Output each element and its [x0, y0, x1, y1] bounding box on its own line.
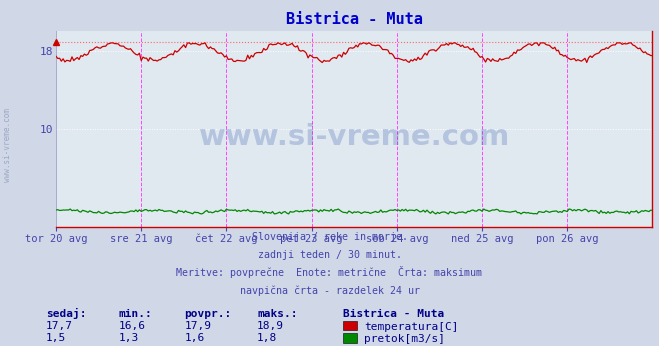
Text: povpr.:: povpr.:	[185, 309, 232, 319]
Text: 18,9: 18,9	[257, 321, 284, 331]
Text: sedaj:: sedaj:	[46, 308, 86, 319]
Text: 1,5: 1,5	[46, 333, 67, 343]
Text: navpična črta - razdelek 24 ur: navpična črta - razdelek 24 ur	[239, 286, 420, 297]
Text: Slovenija / reke in morje.: Slovenija / reke in morje.	[252, 233, 407, 243]
Text: 17,7: 17,7	[46, 321, 73, 331]
Text: pretok[m3/s]: pretok[m3/s]	[364, 334, 445, 344]
Text: zadnji teden / 30 minut.: zadnji teden / 30 minut.	[258, 251, 401, 261]
Text: temperatura[C]: temperatura[C]	[364, 322, 458, 332]
Text: 17,9: 17,9	[185, 321, 212, 331]
Text: min.:: min.:	[119, 309, 152, 319]
Text: Bistrica - Muta: Bistrica - Muta	[343, 309, 444, 319]
Text: www.si-vreme.com: www.si-vreme.com	[198, 123, 510, 151]
Text: 1,6: 1,6	[185, 333, 205, 343]
Text: 16,6: 16,6	[119, 321, 146, 331]
Text: 1,3: 1,3	[119, 333, 139, 343]
Title: Bistrica - Muta: Bistrica - Muta	[286, 12, 422, 27]
Text: maks.:: maks.:	[257, 309, 297, 319]
Text: www.si-vreme.com: www.si-vreme.com	[3, 108, 13, 182]
Text: Meritve: povprečne  Enote: metrične  Črta: maksimum: Meritve: povprečne Enote: metrične Črta:…	[177, 266, 482, 279]
Text: 1,8: 1,8	[257, 333, 277, 343]
